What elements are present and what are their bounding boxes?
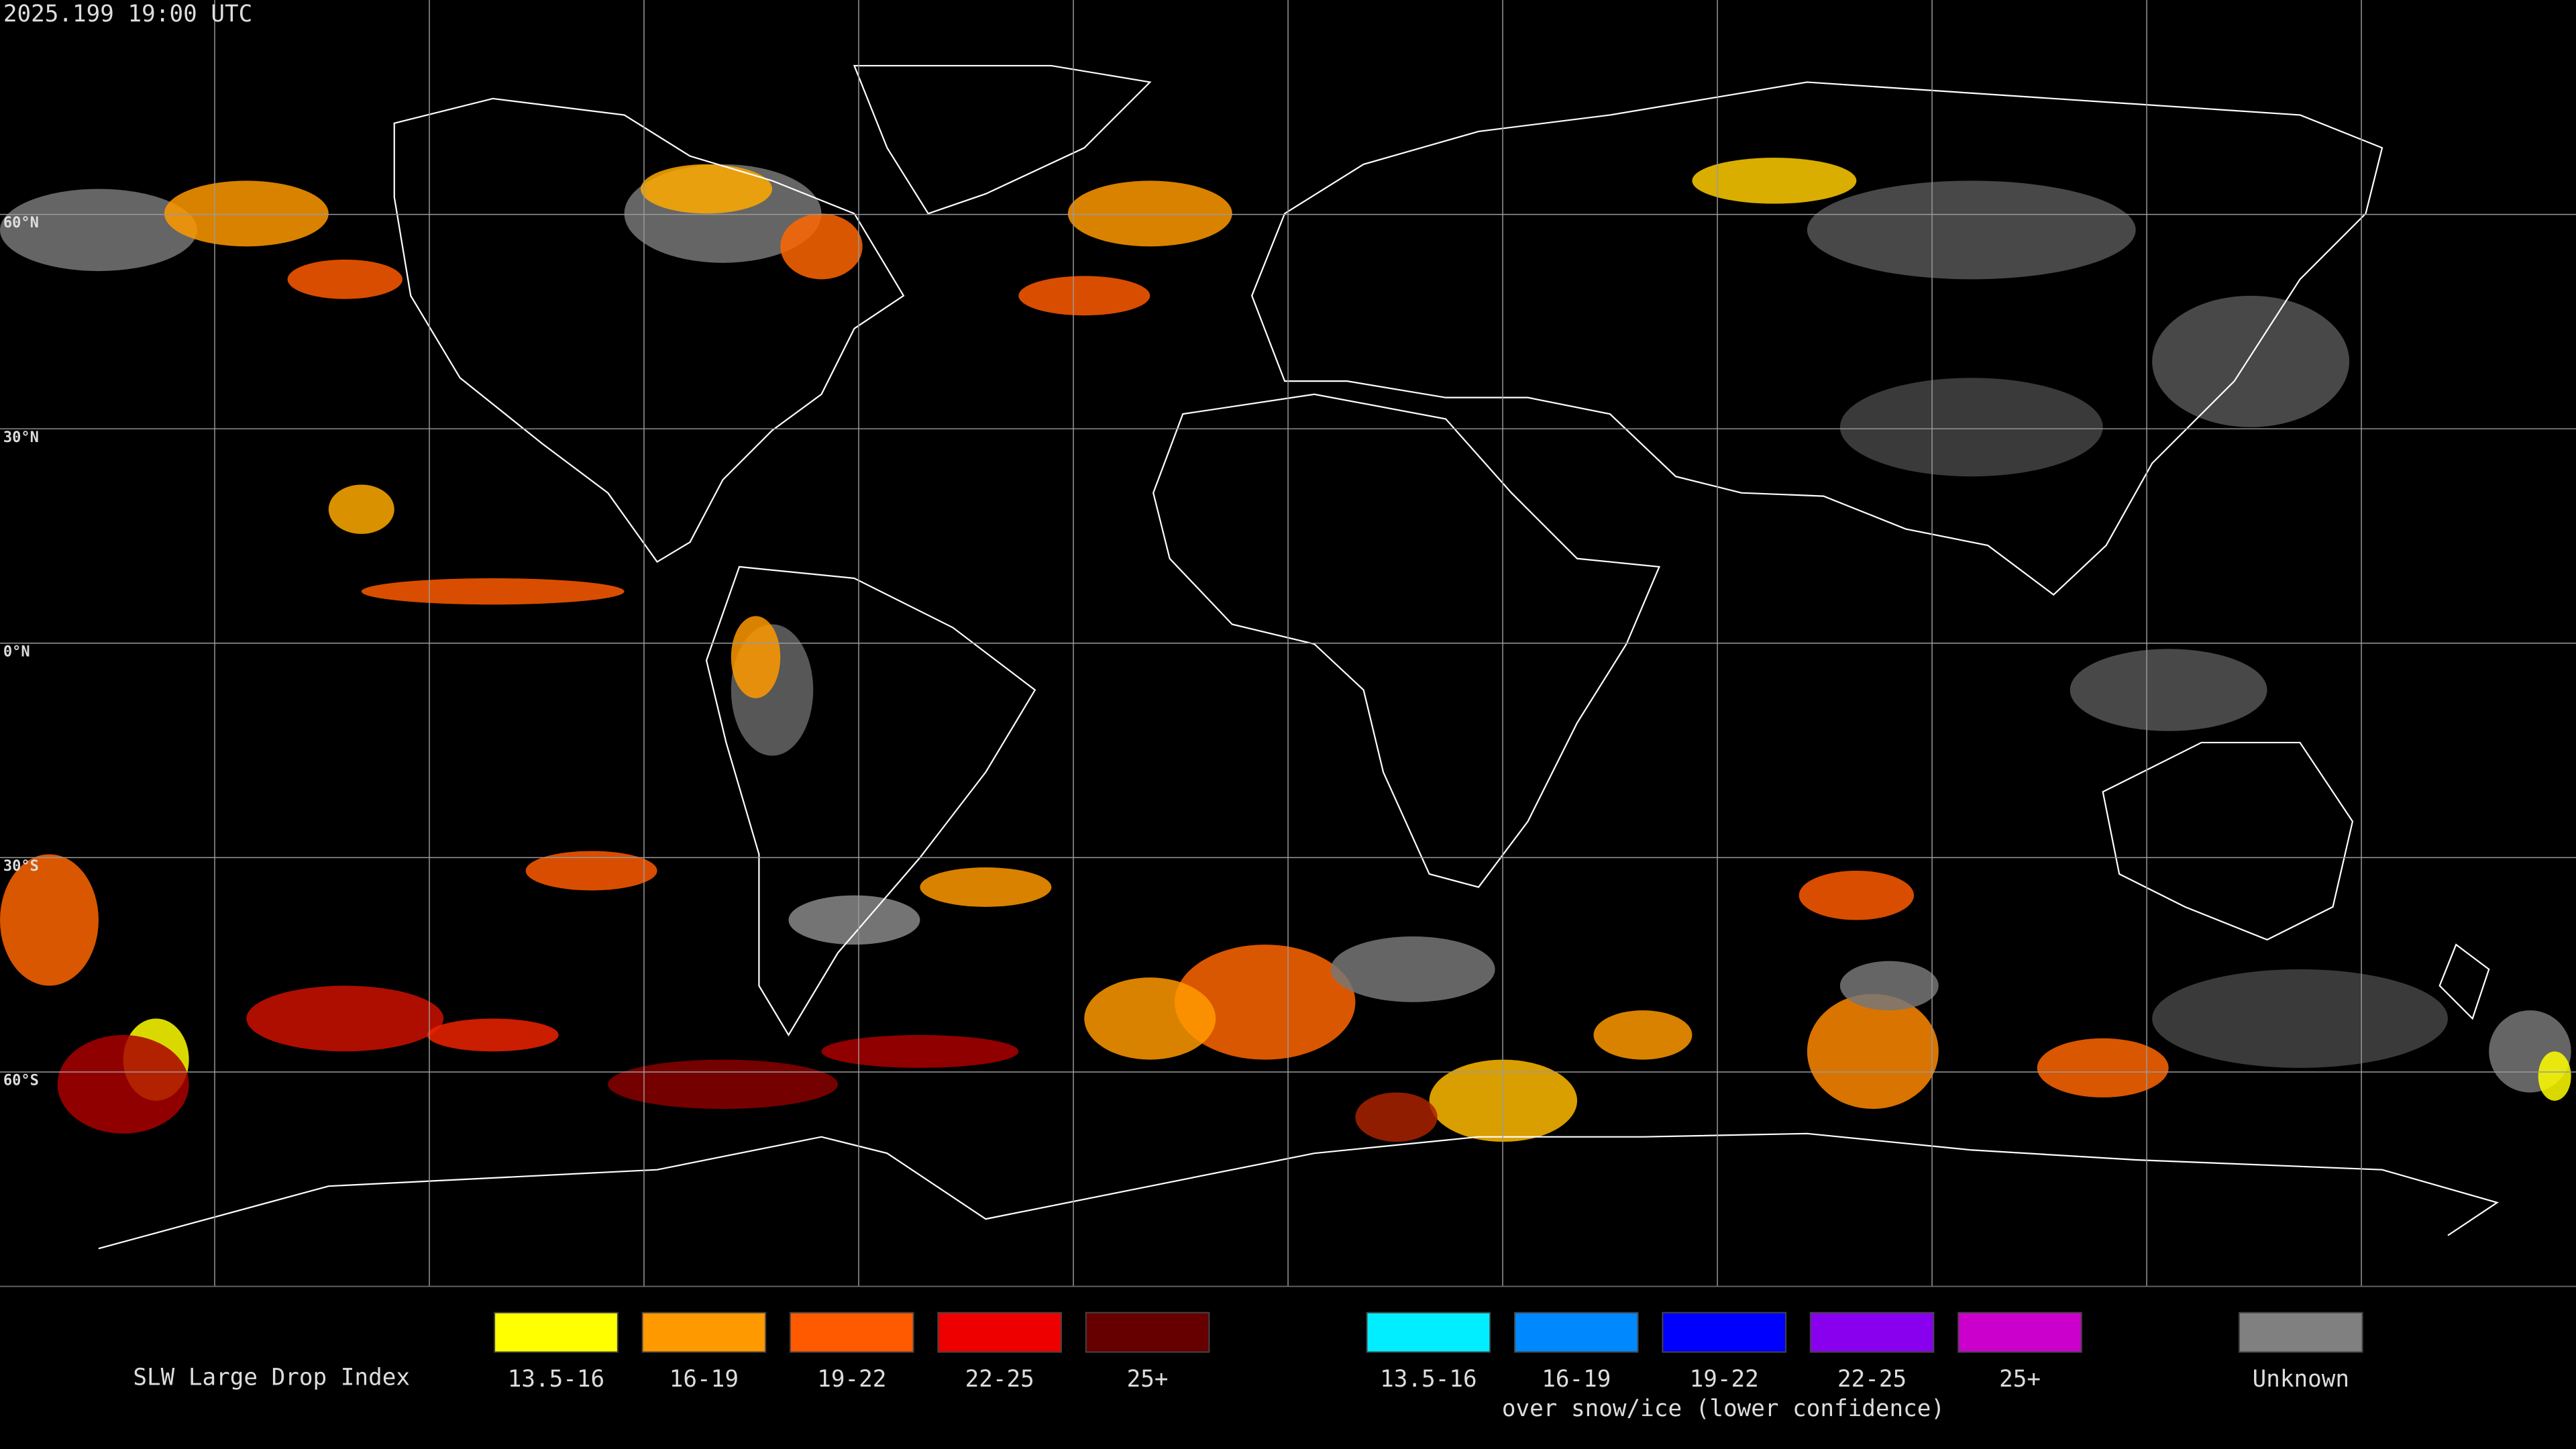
cloud-patch: [1692, 158, 1857, 204]
cloud-patch: [2538, 1051, 2571, 1101]
coastline: [98, 1132, 2500, 1250]
latitude-label: 60°N: [3, 215, 39, 231]
legend-label: 13.5-16: [508, 1366, 604, 1393]
legend-label: 25+: [1999, 1366, 2041, 1393]
cloud-patch: [641, 164, 773, 214]
legend-swatch: [1366, 1311, 1491, 1353]
cloud-patch: [1330, 936, 1495, 1002]
coastline: [1152, 393, 1661, 888]
legend-swatch: [1085, 1311, 1210, 1353]
cloud-patch: [525, 851, 657, 891]
cloud-patch: [1429, 1059, 1578, 1142]
legend-title: SLW Large Drop Index: [133, 1364, 410, 1391]
cloud-patch: [1018, 276, 1150, 316]
latitude-label: 0°N: [3, 643, 30, 660]
cloud-patch: [731, 616, 781, 698]
legend-label: 25+: [1127, 1366, 1169, 1393]
cloud-patch: [2152, 969, 2448, 1068]
legend-swatch: [1513, 1311, 1639, 1353]
cloud-patch: [2037, 1038, 2169, 1097]
cloud-patch: [2070, 649, 2267, 731]
cloud-patch: [1839, 961, 1939, 1011]
cloud-patch: [2152, 295, 2350, 427]
cloud-patch: [1807, 994, 1939, 1110]
legend-swatch: [1662, 1311, 1787, 1353]
cloud-patch: [1839, 378, 2103, 477]
timestamp: 2025.199 19:00 UTC: [3, 1, 252, 28]
legend-label: Unknown: [2253, 1366, 2349, 1393]
snow-caption: over snow/ice (lower confidence): [1502, 1395, 1945, 1422]
cloud-patch: [328, 484, 394, 534]
legend-swatch: [937, 1311, 1063, 1353]
graticule: [0, 0, 2576, 1287]
cloud-patch: [427, 1018, 559, 1052]
cloud-patch: [821, 1034, 1019, 1068]
legend-swatch: [1957, 1311, 2082, 1353]
coastline: [705, 566, 1036, 1036]
cloud-patch: [246, 985, 444, 1052]
coastline: [2102, 741, 2354, 941]
legend-label: 22-25: [965, 1366, 1034, 1393]
latitude-label: 60°S: [3, 1073, 39, 1089]
legend-label: 22-25: [1837, 1366, 1907, 1393]
cloud-patch: [1084, 977, 1216, 1060]
legend-label: 13.5-16: [1380, 1366, 1477, 1393]
legend-swatch: [1809, 1311, 1935, 1353]
legend-label: 19-22: [817, 1366, 886, 1393]
cloud-patch: [287, 259, 402, 299]
legend-swatch: [641, 1311, 767, 1353]
cloud-patch: [1175, 945, 1356, 1060]
coastlines: [98, 64, 2500, 1250]
cloud-patch: [57, 1034, 189, 1134]
cloud-patch: [1807, 180, 2136, 280]
latitude-label: 30°N: [3, 429, 39, 446]
cloud-patch: [1067, 180, 1232, 247]
cloud-patch: [1355, 1092, 1438, 1142]
latitude-labels: 60°N 30°N 0°N 30°S 60°S: [3, 215, 39, 1089]
cloud-patch: [1799, 870, 1915, 920]
cloud-patch: [608, 1059, 838, 1110]
latitude-label: 30°S: [3, 858, 39, 875]
legend-swatch: [494, 1311, 619, 1353]
legend-label: 16-19: [669, 1366, 739, 1393]
coastline: [1250, 81, 2383, 596]
cloud-patch: [0, 189, 197, 272]
cloud-patch: [361, 578, 625, 605]
legend: 13.5-16 16-19 19-22 22-25 25+ 13.5-16 16-19 19-…: [494, 1311, 2363, 1393]
coastline: [393, 97, 905, 564]
cloud-patch: [788, 895, 920, 945]
legend-label: 19-22: [1690, 1366, 1759, 1393]
cloud-patch: [920, 867, 1052, 907]
cloud-patch: [1593, 1010, 1693, 1060]
cloud-patch: [164, 180, 329, 247]
legend-swatch: [789, 1311, 914, 1353]
coastline: [2438, 943, 2490, 1020]
legend-swatch: [2238, 1311, 2363, 1353]
coastline: [853, 64, 1152, 215]
cloud-patch: [780, 213, 863, 280]
legend-label: 16-19: [1542, 1366, 1611, 1393]
cloud-patch: [0, 854, 99, 986]
